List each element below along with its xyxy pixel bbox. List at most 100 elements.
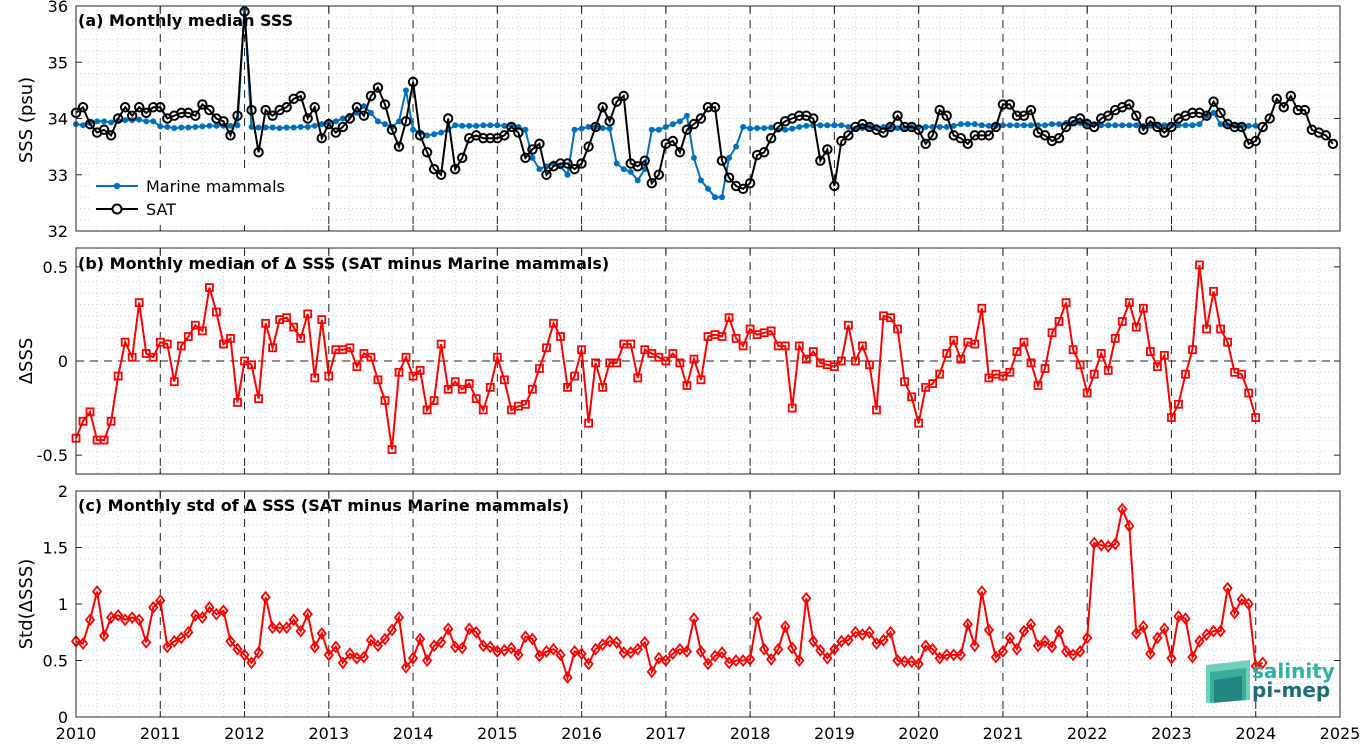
data-point xyxy=(1237,369,1247,379)
data-point xyxy=(1096,349,1106,358)
data-point xyxy=(290,124,297,131)
data-point xyxy=(150,118,157,125)
data-point xyxy=(955,648,966,662)
data-point xyxy=(424,132,431,139)
data-point xyxy=(983,623,995,637)
data-point xyxy=(716,155,728,166)
data-point xyxy=(1117,317,1127,326)
data-point xyxy=(824,122,831,129)
data-point xyxy=(758,642,770,656)
data-point xyxy=(808,634,819,648)
data-point xyxy=(192,123,199,130)
data-point xyxy=(358,650,370,664)
data-point xyxy=(1026,358,1036,368)
data-point xyxy=(478,405,488,415)
data-point xyxy=(1189,122,1196,129)
data-point xyxy=(893,324,902,334)
data-point xyxy=(766,326,776,336)
data-point xyxy=(719,194,726,201)
data-point xyxy=(892,110,903,121)
data-point xyxy=(696,375,706,385)
data-point xyxy=(1285,90,1296,102)
data-point xyxy=(576,647,587,661)
data-point xyxy=(226,333,235,343)
data-point xyxy=(1216,324,1225,334)
data-point xyxy=(1074,113,1086,124)
data-point xyxy=(843,130,854,141)
data-point xyxy=(1032,639,1044,653)
data-point xyxy=(536,166,543,173)
data-point xyxy=(262,124,269,131)
data-point xyxy=(682,381,692,390)
data-point xyxy=(717,332,727,341)
data-point xyxy=(380,396,390,405)
data-point xyxy=(1215,624,1226,638)
data-point xyxy=(943,123,950,130)
data-point xyxy=(845,123,852,130)
data-point xyxy=(84,613,96,627)
data-point xyxy=(422,405,432,415)
data-point xyxy=(267,621,278,635)
data-point xyxy=(948,648,959,662)
data-point xyxy=(1167,413,1176,422)
data-point xyxy=(253,646,264,660)
data-point xyxy=(906,655,917,669)
data-point xyxy=(311,122,318,129)
data-point xyxy=(688,118,700,130)
data-point xyxy=(1145,347,1155,356)
data-point xyxy=(443,384,453,394)
data-point xyxy=(697,177,704,184)
data-point xyxy=(844,320,853,330)
data-point xyxy=(1292,104,1304,116)
data-point xyxy=(1180,612,1191,626)
data-point xyxy=(780,620,791,634)
data-point xyxy=(978,122,985,129)
data-point xyxy=(1126,122,1133,129)
data-point xyxy=(934,651,945,665)
x-tick-label: 2016 xyxy=(561,724,602,743)
data-point xyxy=(613,160,620,167)
data-point xyxy=(520,152,531,164)
data-point xyxy=(1011,110,1023,121)
data-point xyxy=(1138,124,1149,135)
data-point xyxy=(218,604,229,618)
panel-c-ylabel: Std(ΔSSS) xyxy=(16,559,37,650)
data-point xyxy=(421,147,433,158)
data-point xyxy=(77,637,89,650)
data-point xyxy=(555,158,566,169)
logo-text-salinity: salinity xyxy=(1252,659,1335,683)
data-point xyxy=(990,121,1002,133)
data-point xyxy=(344,647,356,661)
data-point xyxy=(99,435,109,445)
data-point xyxy=(1299,104,1311,116)
data-point xyxy=(1217,121,1224,128)
data-point xyxy=(766,652,777,666)
data-point xyxy=(997,99,1009,110)
data-point xyxy=(1089,536,1100,550)
data-point xyxy=(218,116,229,127)
data-point xyxy=(899,121,910,133)
data-point xyxy=(261,318,270,328)
data-point xyxy=(134,298,144,308)
y-tick-label: 33 xyxy=(48,166,68,185)
data-point xyxy=(197,326,207,336)
data-point xyxy=(337,656,348,670)
data-point xyxy=(738,341,748,351)
data-point xyxy=(843,633,854,647)
data-point xyxy=(639,155,650,166)
data-point xyxy=(318,121,325,128)
data-point xyxy=(506,641,517,655)
data-point xyxy=(571,126,578,133)
data-point xyxy=(1208,624,1219,638)
data-point xyxy=(653,169,665,180)
data-point xyxy=(309,640,320,654)
data-point xyxy=(521,399,530,409)
data-point xyxy=(1278,102,1289,113)
data-point xyxy=(542,343,551,353)
data-point xyxy=(457,384,467,394)
data-point xyxy=(358,110,370,121)
data-point xyxy=(386,124,398,135)
data-point xyxy=(1320,130,1332,141)
legend-box xyxy=(90,172,310,224)
data-point xyxy=(1096,538,1107,552)
